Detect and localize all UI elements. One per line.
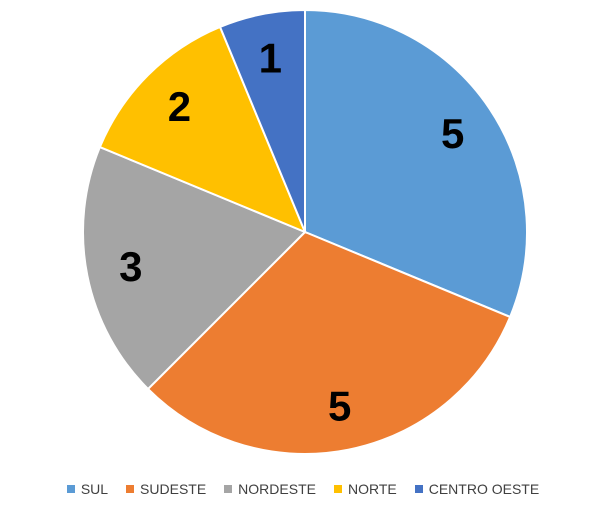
legend-swatch <box>333 485 342 493</box>
pie-slice <box>146 230 512 455</box>
pie-slice <box>218 8 306 233</box>
legend-swatch <box>66 485 75 493</box>
data-label: 5 <box>328 383 351 430</box>
legend-label: SUL <box>80 481 109 497</box>
legend-item: SUL <box>66 481 109 497</box>
pie-slice <box>98 25 307 234</box>
legend-label: CENTRO OESTE <box>428 481 540 497</box>
data-label: 5 <box>441 110 464 157</box>
pie-slice <box>304 8 528 319</box>
legend-swatch <box>414 485 423 493</box>
data-label: 3 <box>119 243 142 290</box>
legend-item: SUDESTE <box>126 481 206 497</box>
legend-label: NORTE <box>347 481 397 497</box>
pie-slice <box>82 145 307 391</box>
legend: SUL SUDESTE NORDESTE NORTE CENTRO OESTE <box>0 470 606 508</box>
legend-label: NORDESTE <box>238 481 316 497</box>
legend-item: NORTE <box>333 481 397 497</box>
legend-swatch <box>126 485 135 493</box>
legend-swatch <box>224 485 233 493</box>
legend-item: NORDESTE <box>224 481 316 497</box>
legend-label: SUDESTE <box>140 481 207 497</box>
data-label: 1 <box>259 34 282 81</box>
data-label: 2 <box>168 83 191 130</box>
legend-item: CENTRO OESTE <box>414 481 540 497</box>
chart: 5 5 3 2 1 <box>82 8 528 455</box>
